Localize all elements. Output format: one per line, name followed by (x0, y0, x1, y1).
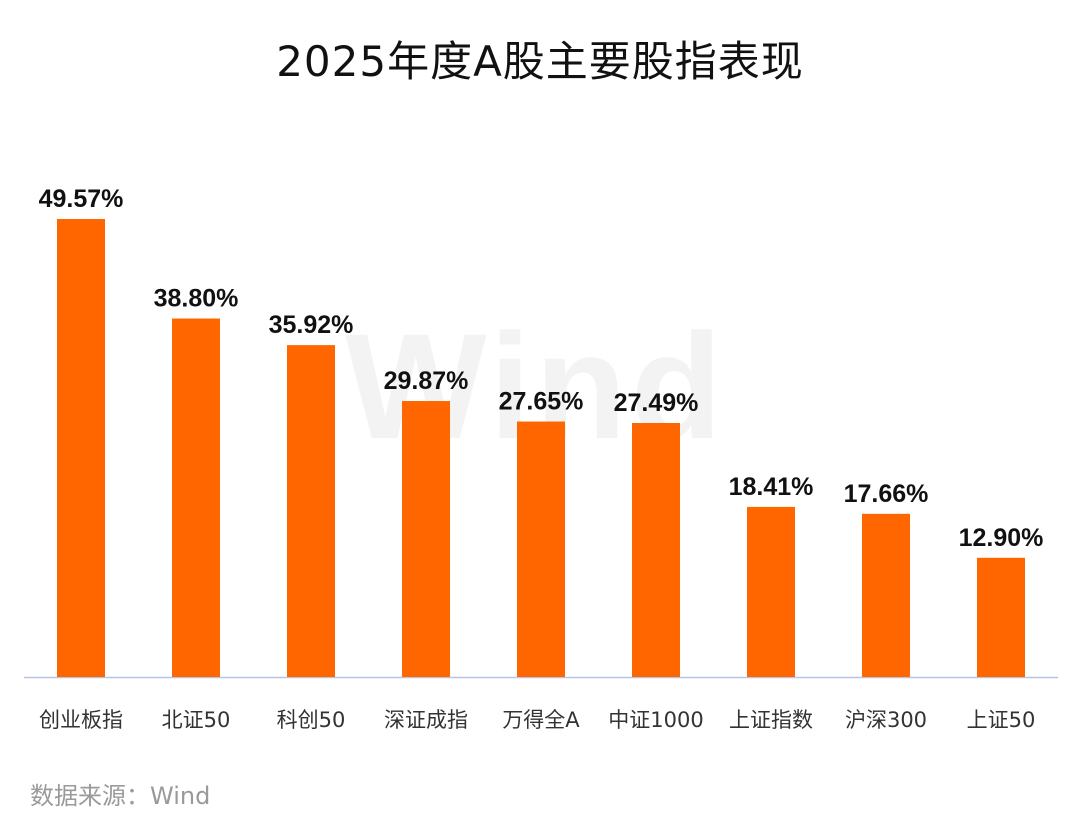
bar-value-label: 38.80% (154, 285, 239, 313)
bar (977, 557, 1025, 677)
bar (632, 423, 680, 677)
chart-title: 2025年度A股主要股指表现 (276, 37, 804, 86)
bar-chart: 49.57% 创业板指 38.80% 北证50 35.92% 科创50 29.87% 深证成指… (24, 185, 1058, 732)
bar-value-label: 12.90% (959, 524, 1044, 552)
bar (172, 318, 220, 677)
x-tick-label: 万得全A (502, 708, 580, 732)
x-tick-label: 北证50 (162, 708, 231, 732)
bar (862, 513, 910, 677)
bar (402, 401, 450, 677)
bar (287, 345, 335, 677)
x-tick-label: 深证成指 (384, 708, 468, 732)
x-tick-label: 上证指数 (729, 708, 813, 732)
source-note: 数据来源：Wind (30, 782, 211, 810)
x-tick-label: 上证50 (967, 708, 1036, 732)
bar-value-label: 27.65% (499, 388, 584, 416)
bar-value-label: 35.92% (269, 311, 354, 339)
bar-value-label: 17.66% (844, 480, 929, 508)
bar (57, 219, 105, 677)
x-tick-label: 中证1000 (608, 708, 703, 732)
bar (517, 421, 565, 677)
bar (747, 506, 795, 677)
bar-value-label: 27.49% (614, 389, 699, 417)
bar-value-label: 29.87% (384, 367, 469, 395)
x-tick-label: 沪深300 (845, 708, 927, 732)
x-tick-label: 创业板指 (39, 708, 123, 732)
bar-value-label: 18.41% (729, 473, 814, 501)
x-tick-label: 科创50 (277, 708, 346, 732)
bar-value-label: 49.57% (39, 185, 124, 213)
